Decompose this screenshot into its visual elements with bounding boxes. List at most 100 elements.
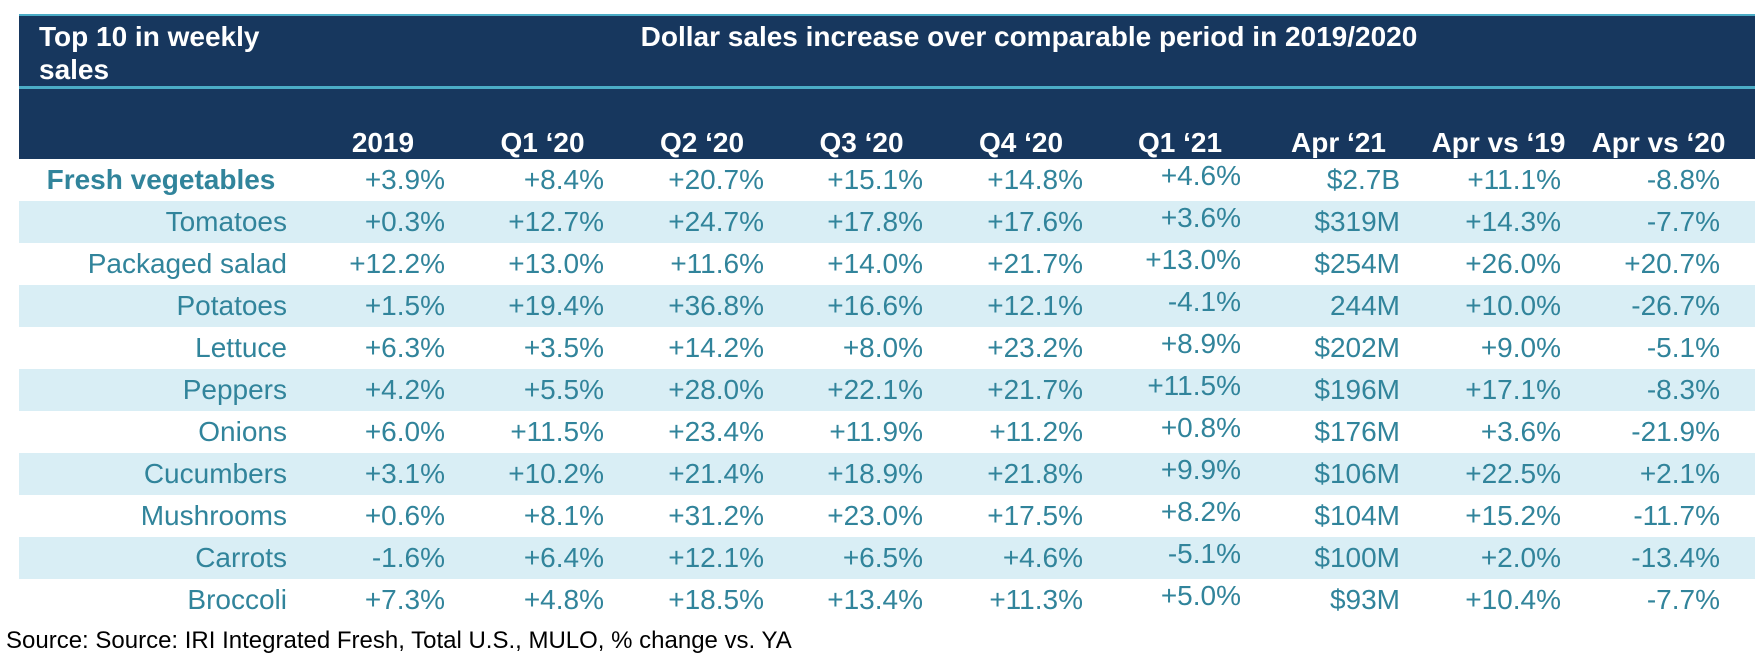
table-row: Broccoli +7.3% +4.8% +18.5% +13.4% +11.3% +5.0… bbox=[19, 579, 1755, 621]
row-label: Fresh vegetables bbox=[46, 164, 276, 195]
table-cell: +11.6% bbox=[670, 248, 764, 279]
table-row: Fresh vegetables +3.9% +8.4% +20.7% +15.1% +1… bbox=[19, 159, 1755, 201]
table-cell: +4.6% bbox=[1002, 542, 1083, 573]
table-cell: $176M bbox=[1314, 416, 1400, 447]
column-header: Q1 ‘21 bbox=[1137, 127, 1223, 158]
row-label: Cucumbers bbox=[143, 458, 287, 489]
table-cell: $100M bbox=[1314, 542, 1400, 573]
table-cell: +31.2% bbox=[668, 500, 764, 531]
column-header: Apr ‘21 bbox=[1291, 127, 1386, 158]
table-cell: $319M bbox=[1314, 206, 1400, 237]
table-cell: +3.6% bbox=[1480, 416, 1561, 447]
table-cell: +4.6% bbox=[1160, 160, 1241, 191]
table-cell: +24.7% bbox=[668, 206, 764, 237]
table-cell: -1.6% bbox=[371, 542, 445, 573]
table-cell: +5.0% bbox=[1160, 580, 1241, 611]
table-cell: +26.0% bbox=[1465, 248, 1561, 279]
table-cell: +2.0% bbox=[1480, 542, 1561, 573]
table-cell: +14.8% bbox=[987, 164, 1083, 195]
table-cell: +1.5% bbox=[364, 290, 445, 321]
table-cell: +0.8% bbox=[1160, 412, 1241, 443]
table-cell: +8.4% bbox=[523, 164, 604, 195]
table-cell: +21.7% bbox=[987, 248, 1083, 279]
table-cell: +2.1% bbox=[1639, 458, 1720, 489]
table-row: Tomatoes +0.3% +12.7% +24.7% +17.8% +17.6% +3.… bbox=[19, 201, 1755, 243]
table-cell: +11.9% bbox=[829, 416, 923, 447]
table-cell: +8.2% bbox=[1160, 496, 1241, 527]
header-divider bbox=[19, 86, 1755, 89]
table-cell: +8.1% bbox=[523, 500, 604, 531]
column-header: Q3 ‘20 bbox=[819, 127, 904, 158]
title-row: Top 10 in weekly sales Dollar sales incr… bbox=[19, 14, 1755, 86]
table-cell: $202M bbox=[1314, 332, 1400, 363]
table-cell: +15.2% bbox=[1465, 500, 1561, 531]
table-cell: +10.4% bbox=[1465, 584, 1561, 615]
table-cell: +20.7% bbox=[1624, 248, 1720, 279]
table-cell: +6.4% bbox=[523, 542, 604, 573]
row-label: Peppers bbox=[182, 374, 287, 405]
table-cell: +12.1% bbox=[987, 290, 1083, 321]
table-cell: $104M bbox=[1314, 500, 1400, 531]
table-cell: +3.5% bbox=[523, 332, 604, 363]
table-cell: -13.4% bbox=[1631, 542, 1720, 573]
table-cell: +23.2% bbox=[987, 332, 1083, 363]
table-cell: +17.6% bbox=[987, 206, 1083, 237]
table-cell: +10.2% bbox=[508, 458, 604, 489]
column-header: Apr vs ‘20 bbox=[1591, 127, 1726, 158]
table-cell: $254M bbox=[1314, 248, 1400, 279]
table-cell: +17.1% bbox=[1465, 374, 1561, 405]
source-note: Source: Source: IRI Integrated Fresh, To… bbox=[6, 627, 792, 654]
table-row: Onions +6.0% +11.5% +23.4% +11.9% +11.2% +0.8%… bbox=[19, 411, 1755, 453]
table-cell: +11.1% bbox=[1467, 164, 1561, 195]
row-label: Packaged salad bbox=[87, 248, 287, 279]
column-header: 2019 bbox=[351, 127, 415, 158]
table-cell: +9.9% bbox=[1160, 454, 1241, 485]
table-cell: +18.9% bbox=[827, 458, 923, 489]
table-cell: -5.1% bbox=[1167, 538, 1241, 569]
table-cell: +23.0% bbox=[827, 500, 923, 531]
table-row: Carrots -1.6% +6.4% +12.1% +6.5% +4.6% -5.1% $1… bbox=[19, 537, 1755, 579]
table-cell: 244M bbox=[1329, 290, 1400, 321]
table-cell: +22.5% bbox=[1465, 458, 1561, 489]
column-header-row: 2019 Q1 ‘20 Q2 ‘20 Q3 ‘20 Q4 ‘20 Q1 ‘21 Apr ‘2… bbox=[19, 89, 1755, 159]
table-cell: -8.8% bbox=[1646, 164, 1720, 195]
corner-title: Top 10 in weekly sales bbox=[39, 21, 260, 85]
table-cell: +3.1% bbox=[364, 458, 445, 489]
table-cell: +23.4% bbox=[668, 416, 764, 447]
table-row: Lettuce +6.3% +3.5% +14.2% +8.0% +23.2% +8.9% $… bbox=[19, 327, 1755, 369]
row-label: Carrots bbox=[195, 542, 287, 573]
row-label: Onions bbox=[198, 416, 287, 447]
table-cell: +7.3% bbox=[364, 584, 445, 615]
table-cell: +16.6% bbox=[827, 290, 923, 321]
table-cell: +20.7% bbox=[668, 164, 764, 195]
table-row: Mushrooms +0.6% +8.1% +31.2% +23.0% +17.5% +8.… bbox=[19, 495, 1755, 537]
table-cell: +13.4% bbox=[827, 584, 923, 615]
table-cell: +4.8% bbox=[523, 584, 604, 615]
table-cell: +14.0% bbox=[827, 248, 923, 279]
table-cell: +6.5% bbox=[842, 542, 923, 573]
table-row: Peppers +4.2% +5.5% +28.0% +22.1% +21.7% +11.5… bbox=[19, 369, 1755, 411]
table-cell: -5.1% bbox=[1646, 332, 1720, 363]
sales-table: Top 10 in weekly sales Dollar sales incr… bbox=[19, 14, 1755, 621]
table-cell: +18.5% bbox=[668, 584, 764, 615]
table-cell: +12.1% bbox=[668, 542, 764, 573]
table-cell: $196M bbox=[1314, 374, 1400, 405]
table-cell: +8.9% bbox=[1160, 328, 1241, 359]
table-cell: +21.7% bbox=[987, 374, 1083, 405]
table-cell: +28.0% bbox=[668, 374, 764, 405]
table-cell: +9.0% bbox=[1480, 332, 1561, 363]
table-cell: +6.3% bbox=[364, 332, 445, 363]
table-cell: -11.7% bbox=[1633, 500, 1720, 531]
table-cell: +17.5% bbox=[987, 500, 1083, 531]
column-header: Apr vs ‘19 bbox=[1431, 127, 1566, 158]
table-cell: +11.3% bbox=[989, 584, 1083, 615]
table-cell: -7.7% bbox=[1646, 584, 1720, 615]
table-cell: +11.5% bbox=[1147, 370, 1241, 401]
table-cell: +22.1% bbox=[827, 374, 923, 405]
table-cell: +4.2% bbox=[364, 374, 445, 405]
table-cell: +0.3% bbox=[364, 206, 445, 237]
table-cell: -4.1% bbox=[1167, 286, 1241, 317]
table-cell: -7.7% bbox=[1646, 206, 1720, 237]
table-cell: +12.2% bbox=[349, 248, 445, 279]
column-header: Q1 ‘20 bbox=[500, 127, 585, 158]
